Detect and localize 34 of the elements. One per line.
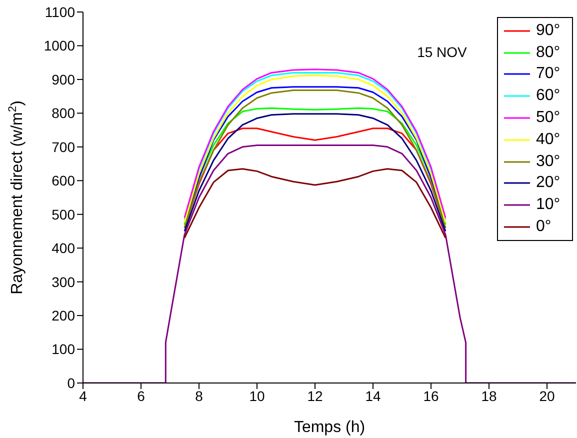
- y-tick-label: 500: [52, 206, 76, 222]
- y-tick-label: 400: [52, 240, 76, 256]
- line-series: [184, 168, 446, 239]
- x-tick-label: 6: [137, 388, 146, 404]
- x-axis-title: Temps (h): [294, 419, 366, 436]
- annotation: 15 NOV: [417, 44, 468, 60]
- x-tick-label: 18: [481, 388, 497, 404]
- y-tick-label: 900: [52, 71, 76, 88]
- y-tick-label: 200: [52, 308, 76, 324]
- legend-label: 90°: [536, 22, 560, 40]
- legend-label: 60°: [536, 87, 560, 106]
- y-tick-label: 800: [52, 105, 76, 122]
- x-tick-label: 16: [423, 388, 439, 404]
- x-tick-label: 14: [365, 388, 381, 404]
- y-tick-label: 600: [52, 172, 76, 189]
- x-tick-label: 4: [79, 388, 88, 404]
- legend-label: 10°: [536, 196, 560, 214]
- legend-label: 80°: [536, 44, 560, 62]
- y-tick-label: 100: [52, 341, 76, 358]
- legend-label: 20°: [536, 174, 560, 192]
- x-tick-label: 8: [195, 388, 204, 404]
- y-tick-label: 300: [52, 274, 76, 290]
- y-tick-label: 1100: [44, 4, 76, 20]
- legend-label: 50°: [536, 109, 560, 128]
- y-tick-label: 0: [67, 374, 76, 391]
- legend-label: 70°: [536, 65, 560, 84]
- x-tick-label: 20: [539, 388, 555, 404]
- legend-label: 30°: [536, 152, 560, 171]
- x-tick-label: 12: [307, 388, 323, 404]
- legend-label: 0°: [536, 218, 552, 236]
- y-tick-label: 1000: [44, 38, 76, 54]
- x-tick-label: 10: [249, 388, 265, 404]
- legend-label: 40°: [536, 130, 560, 149]
- y-tick-label: 700: [52, 138, 76, 155]
